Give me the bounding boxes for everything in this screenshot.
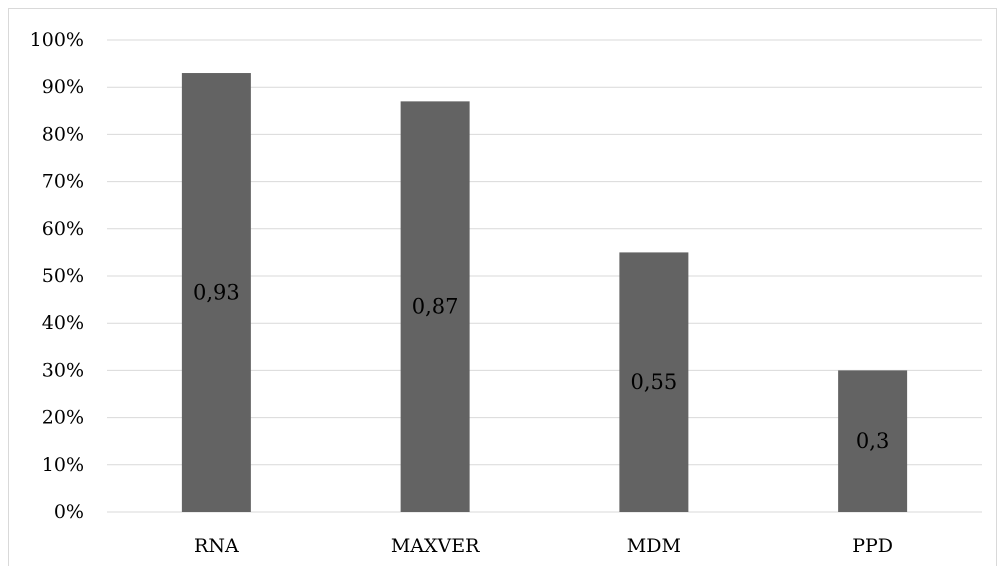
y-tick-label: 30%: [42, 359, 84, 381]
y-tick-label: 10%: [42, 454, 84, 476]
data-labels: 0,93 0,87 0,55 0,3: [193, 281, 889, 454]
y-axis-tick-labels: 0% 10% 20% 30% 40% 50% 60% 70% 80% 90% 100%: [30, 29, 84, 523]
y-tick-label: 50%: [42, 265, 84, 287]
y-tick-label: 60%: [42, 218, 84, 240]
y-tick-label: 70%: [42, 171, 84, 193]
gridlines: [107, 39, 982, 513]
data-label-mdm: 0,55: [630, 370, 677, 394]
y-tick-label: 40%: [42, 312, 84, 334]
bar-mdm: [619, 252, 689, 512]
y-tick-label: 90%: [42, 76, 84, 98]
chart-frame: [8, 8, 997, 566]
y-tick-label: 100%: [30, 29, 84, 51]
x-axis-category-labels: RNA MAXVER MDM PPD: [194, 535, 893, 557]
data-label-ppd: 0,3: [856, 429, 889, 453]
bar-rna: [181, 73, 251, 512]
y-tick-label: 80%: [42, 123, 84, 145]
data-label-maxver: 0,87: [412, 295, 459, 319]
data-label-rna: 0,93: [193, 281, 240, 305]
y-tick-label: 0%: [54, 501, 84, 523]
x-category-label: PPD: [852, 535, 893, 557]
y-tick-label: 20%: [42, 407, 84, 429]
x-category-label: MAXVER: [391, 535, 480, 557]
bars: [181, 73, 908, 513]
bar-maxver: [400, 101, 470, 513]
bar-ppd: [838, 370, 908, 512]
x-category-label: RNA: [194, 535, 239, 557]
x-category-label: MDM: [627, 535, 681, 557]
